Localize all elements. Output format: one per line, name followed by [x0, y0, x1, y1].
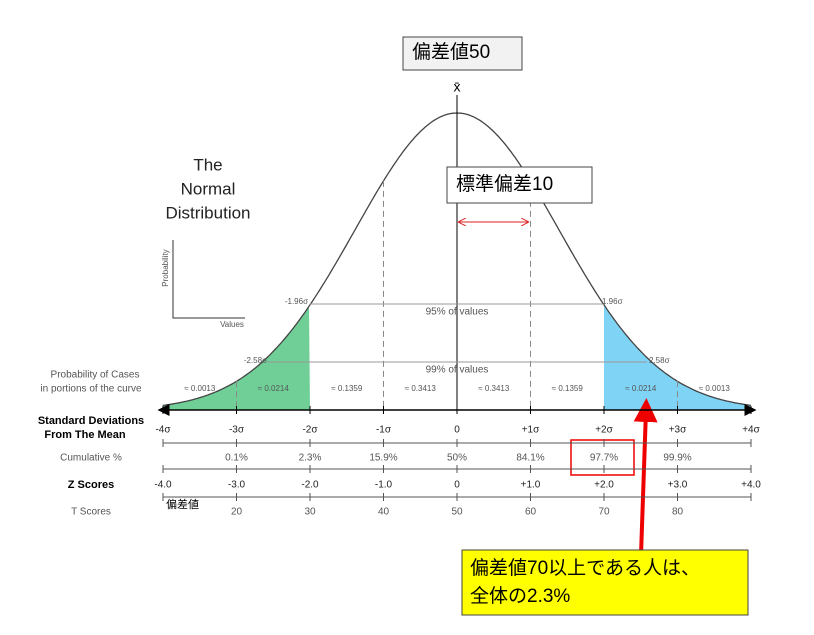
t-value: 40 — [378, 507, 390, 518]
mean-symbol: x̄ — [454, 79, 461, 95]
right-tail — [604, 304, 751, 410]
left-tail — [163, 306, 310, 410]
sd-row-label: Standard Deviations — [38, 415, 144, 427]
sd-tick-label: +3σ — [669, 425, 687, 436]
interval-label: 99% of values — [426, 365, 489, 376]
t-value: 60 — [525, 507, 537, 518]
inset-axes — [172, 240, 245, 319]
z-tick-label: +3.0 — [668, 480, 688, 491]
mean-box — [402, 36, 523, 71]
interval-label: -1.96σ — [285, 297, 308, 306]
sd-label: 標準偏差10 — [456, 173, 553, 195]
callout-box — [461, 549, 749, 616]
t-value: 70 — [598, 507, 610, 518]
probability-value: ≈ 0.3413 — [478, 384, 510, 393]
sd-box — [446, 166, 593, 204]
t-value: 30 — [304, 507, 316, 518]
interval-label: 95% of values — [426, 307, 489, 318]
inset-y-label: Probability — [161, 249, 170, 286]
sd-row-label: From The Mean — [44, 429, 126, 441]
sd-tick-label: -1σ — [376, 425, 392, 436]
sd-tick-label: +4σ — [742, 425, 760, 436]
t-value: 50 — [451, 507, 463, 518]
cumulative-value: 97.7% — [590, 453, 618, 464]
interval-label: 2.58σ — [649, 356, 670, 365]
cumulative-value: 2.3% — [299, 453, 322, 464]
cumulative-value: 0.1% — [225, 453, 248, 464]
probability-value: ≈ 0.3413 — [405, 384, 437, 393]
sd-tick-label: -2σ — [302, 425, 318, 436]
interval-label: -2.58σ — [244, 356, 267, 365]
cumulative-value: 99.9% — [663, 453, 691, 464]
t-note: 偏差値 — [166, 497, 199, 511]
prob-label: Probability of Cases — [51, 370, 140, 381]
highlight-box — [570, 439, 635, 476]
callout-line: 偏差値70以上である人は、 — [470, 557, 700, 579]
probability-value: ≈ 0.0214 — [625, 384, 657, 393]
z-tick-label: +1.0 — [521, 480, 541, 491]
probability-value: ≈ 0.1359 — [331, 384, 363, 393]
sd-tick-label: -4σ — [155, 425, 171, 436]
z-tick-label: +2.0 — [594, 480, 614, 491]
probability-value: ≈ 0.0013 — [184, 384, 216, 393]
z-tick-label: -3.0 — [228, 480, 246, 491]
z-tick-label: +4.0 — [741, 480, 761, 491]
z-tick-label: -4.0 — [154, 480, 172, 491]
z-tick-label: -1.0 — [375, 480, 393, 491]
curve-group — [162, 95, 752, 410]
cumulative-label: Cumulative % — [60, 453, 122, 464]
t-label: T Scores — [71, 507, 111, 518]
t-value: 20 — [231, 507, 243, 518]
probability-value: ≈ 0.0013 — [699, 384, 731, 393]
sd-tick-label: +2σ — [595, 425, 613, 436]
z-tick-label: 0 — [454, 480, 460, 491]
probability-value: ≈ 0.1359 — [552, 384, 584, 393]
title-line: Normal — [181, 179, 236, 198]
interval-label: 1.96σ — [602, 297, 623, 306]
z-tick-label: -2.0 — [301, 480, 319, 491]
t-value: 80 — [672, 507, 684, 518]
mean-label: 偏差値50 — [412, 41, 490, 63]
cumulative-value: 50% — [447, 453, 467, 464]
title-line: The — [193, 155, 222, 174]
cumulative-value: 15.9% — [369, 453, 397, 464]
cumulative-value: 84.1% — [516, 453, 544, 464]
title-line: Distribution — [165, 203, 250, 222]
z-label: Z Scores — [68, 479, 114, 491]
probability-value: ≈ 0.0214 — [258, 384, 290, 393]
sd-tick-label: 0 — [454, 425, 460, 436]
callout-arrow — [633, 398, 658, 556]
sd-tick-label: +1σ — [522, 425, 540, 436]
curve — [162, 112, 752, 406]
sd-tick-label: -3σ — [229, 425, 245, 436]
inset-x-label: Values — [220, 320, 244, 329]
callout-line: 全体の2.3% — [470, 585, 570, 607]
prob-label: in portions of the curve — [40, 384, 142, 395]
